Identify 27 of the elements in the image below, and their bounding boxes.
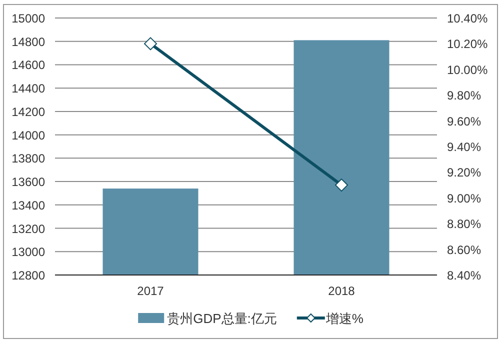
y2-tick-label: 8.60% — [447, 242, 482, 257]
x-tick-label: 2017 — [137, 284, 164, 298]
y-tick-label: 13400 — [12, 198, 46, 212]
y2-tick-label: 8.80% — [447, 217, 482, 232]
y-tick-label: 14000 — [12, 128, 46, 142]
y-tick-label: 12800 — [12, 268, 46, 282]
y2-tick-label: 9.80% — [447, 88, 482, 103]
y-tick-label: 14200 — [12, 104, 46, 119]
y-tick-label: 13800 — [12, 152, 46, 166]
legend-label: 增速% — [324, 311, 364, 326]
y2-tick-label: 10.00% — [447, 62, 488, 77]
y2-tick-label: 9.20% — [447, 166, 482, 180]
y2-tick-label: 9.40% — [447, 140, 482, 154]
y2-tick-label: 8.40% — [447, 268, 482, 282]
legend-label: 贵州GDP总量:亿元 — [167, 311, 277, 326]
y2-tick-label: 10.20% — [447, 37, 488, 52]
y-tick-label: 13600 — [12, 175, 46, 190]
y2-tick-label: 9.60% — [447, 114, 482, 128]
y-tick-label: 14400 — [12, 82, 46, 96]
y2-tick-label: 10.40% — [447, 12, 488, 26]
x-tick-label: 2018 — [328, 284, 356, 298]
y-tick-label: 13000 — [12, 245, 46, 260]
y-tick-label: 13200 — [12, 222, 46, 236]
y-tick-label: 14800 — [12, 34, 46, 49]
y2-tick-label: 9.00% — [447, 191, 482, 206]
y-tick-label: 15000 — [12, 12, 46, 26]
y-tick-label: 14600 — [12, 58, 46, 72]
